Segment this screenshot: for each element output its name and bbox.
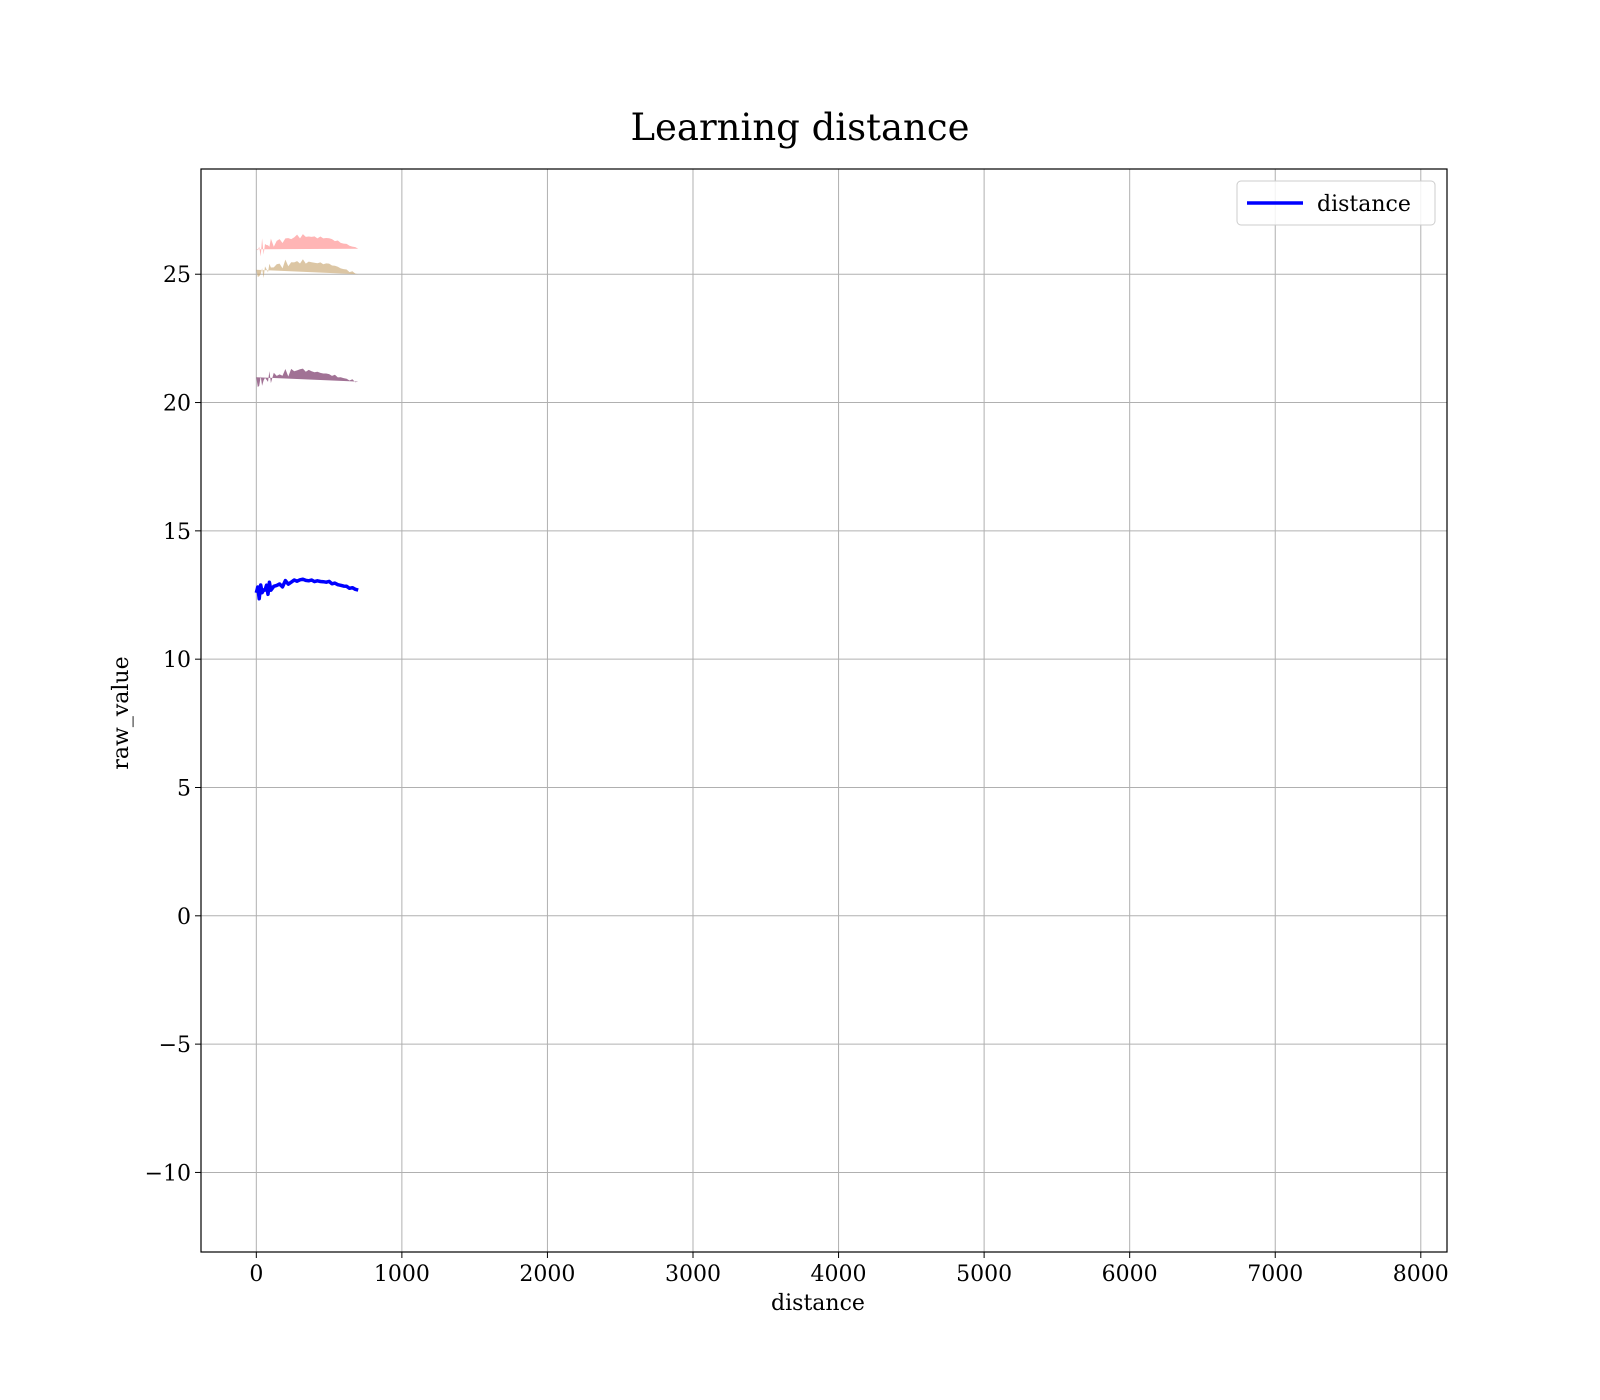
x-tick-label: 5000 bbox=[956, 1262, 1012, 1287]
y-axis-ticks: −10 −5 0 5 10 15 20 25 bbox=[145, 263, 201, 1186]
legend-box bbox=[1236, 180, 1436, 226]
x-axis-label: distance bbox=[771, 1291, 865, 1316]
x-tick-label: 7000 bbox=[1247, 1262, 1303, 1287]
y-tick-label: 10 bbox=[163, 648, 191, 673]
y-axis-label: raw_value bbox=[109, 656, 134, 769]
y-tick-label: 20 bbox=[163, 392, 191, 417]
y-tick-label: −10 bbox=[145, 1161, 191, 1186]
y-tick-label: 0 bbox=[177, 905, 191, 930]
x-tick-label: 1000 bbox=[374, 1262, 430, 1287]
band-outer bbox=[256, 234, 359, 257]
x-axis-ticks: 0 1000 2000 3000 4000 5000 6000 7000 8000 bbox=[249, 1252, 1449, 1287]
y-tick-label: 15 bbox=[163, 520, 191, 545]
plot-area-frame bbox=[200, 168, 1448, 1253]
band-middle bbox=[256, 259, 359, 279]
chart-title: Learning distance bbox=[630, 106, 969, 149]
y-tick-label: 5 bbox=[177, 776, 191, 801]
x-tick-label: 4000 bbox=[811, 1262, 867, 1287]
legend: distance bbox=[1236, 180, 1436, 226]
x-tick-label: 0 bbox=[249, 1262, 263, 1287]
band-inner bbox=[256, 368, 359, 388]
grid bbox=[201, 169, 1447, 1252]
y-tick-label: 25 bbox=[163, 263, 191, 288]
series-lines bbox=[254, 577, 359, 601]
confidence-bands bbox=[256, 234, 359, 388]
x-tick-label: 2000 bbox=[519, 1262, 575, 1287]
series-line-distance bbox=[254, 577, 359, 601]
x-tick-label: 6000 bbox=[1102, 1262, 1158, 1287]
y-tick-label: −5 bbox=[159, 1033, 191, 1058]
x-tick-label: 8000 bbox=[1393, 1262, 1449, 1287]
legend-label: distance bbox=[1317, 192, 1411, 217]
x-tick-label: 3000 bbox=[665, 1262, 721, 1287]
